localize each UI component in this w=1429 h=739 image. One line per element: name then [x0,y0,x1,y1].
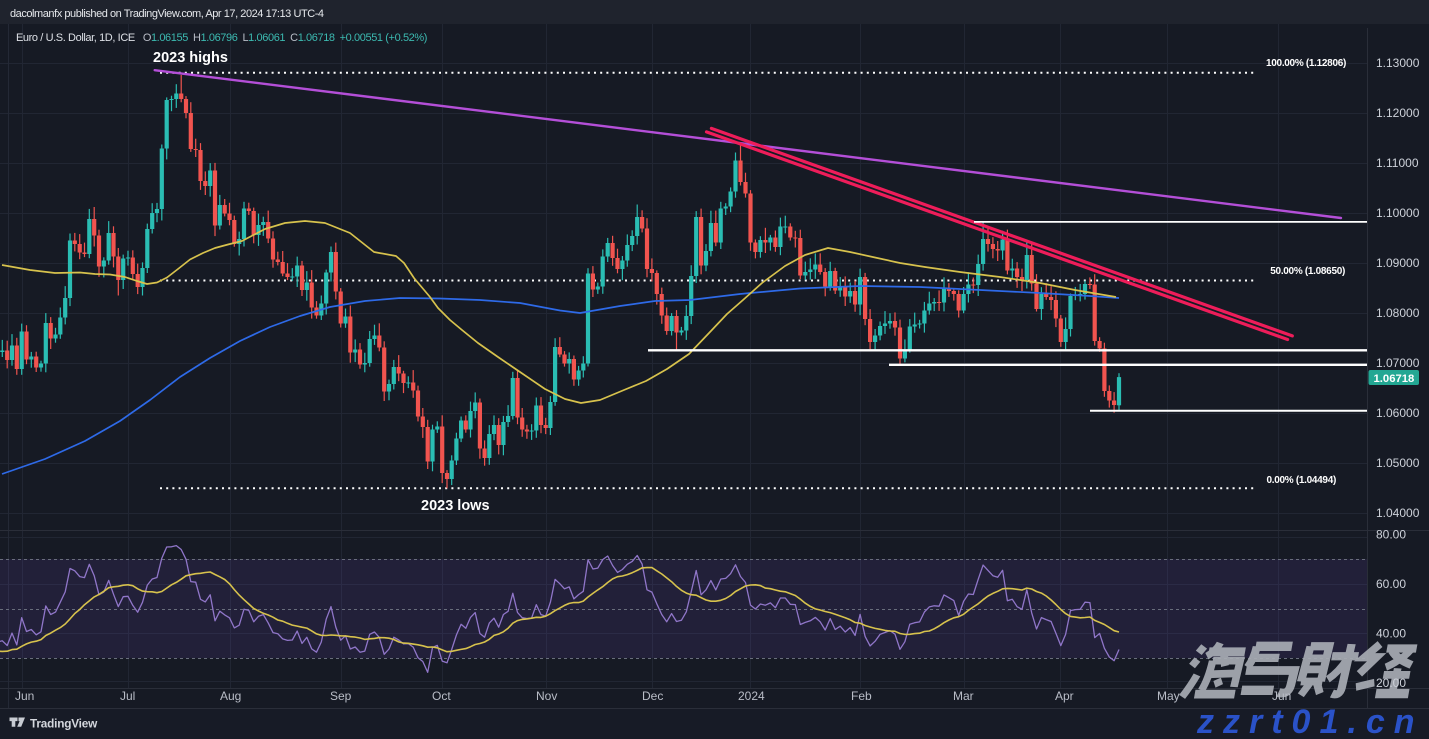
svg-text:1.05000: 1.05000 [1376,456,1420,470]
svg-text:zzrt01.cn: zzrt01.cn [1196,703,1424,739]
svg-text:80.00: 80.00 [1376,528,1406,542]
svg-text:0.00% (1.04494): 0.00% (1.04494) [1267,475,1336,486]
svg-text:1.12000: 1.12000 [1376,106,1420,120]
svg-text:2023 highs: 2023 highs [153,50,228,66]
svg-text:40.00: 40.00 [1376,627,1406,641]
svg-text:1.04000: 1.04000 [1376,506,1420,520]
svg-text:20.00: 20.00 [1376,676,1406,690]
svg-text:60.00: 60.00 [1376,577,1406,591]
svg-text:Feb: Feb [851,689,872,703]
svg-text:2024: 2024 [738,689,765,703]
svg-text:TradingView: TradingView [30,717,98,731]
svg-text:1.10000: 1.10000 [1376,206,1420,220]
svg-text:May: May [1157,689,1180,703]
svg-text:dacolmanfx published on Tradin: dacolmanfx published on TradingView.com,… [10,8,324,20]
svg-text:1.13000: 1.13000 [1376,56,1420,70]
svg-text:Jun: Jun [1272,689,1291,703]
svg-text:Jul: Jul [120,689,135,703]
svg-text:1.08000: 1.08000 [1376,306,1420,320]
svg-text:1.07000: 1.07000 [1376,356,1420,370]
svg-text:Jun: Jun [15,689,34,703]
svg-text:Oct: Oct [432,689,451,703]
svg-text:Dec: Dec [642,689,663,703]
svg-text:1.09000: 1.09000 [1376,256,1420,270]
svg-text:1.06000: 1.06000 [1376,406,1420,420]
svg-text:Apr: Apr [1055,689,1074,703]
svg-text:2023 lows: 2023 lows [421,498,490,514]
svg-text:1.06718: 1.06718 [1374,373,1415,385]
svg-text:Aug: Aug [220,689,241,703]
svg-text:50.00% (1.08650): 50.00% (1.08650) [1270,266,1345,277]
svg-text:Nov: Nov [536,689,557,703]
svg-text:Mar: Mar [953,689,974,703]
svg-text:1.11000: 1.11000 [1376,156,1419,170]
svg-text:100.00% (1.12806): 100.00% (1.12806) [1266,58,1346,69]
svg-text:Sep: Sep [330,689,352,703]
